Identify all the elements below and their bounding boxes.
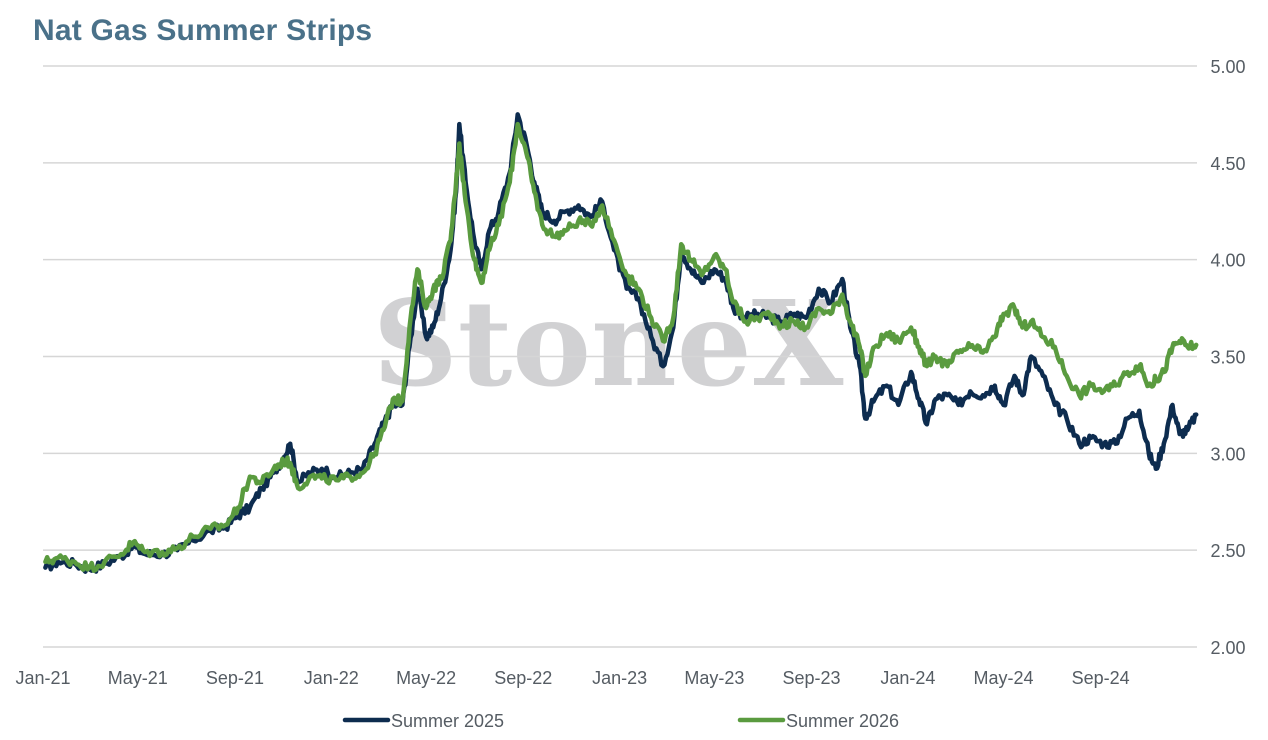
series-line-1 (43, 112, 1199, 574)
x-tick-label: Jan-23 (592, 668, 647, 688)
series-layer (43, 112, 1199, 574)
x-tick-label: May-23 (684, 668, 744, 688)
y-axis-ticks: 5.00 4.50 4.00 3.50 3.00 2.50 2.00 (1210, 57, 1245, 658)
y-tick-label: 3.50 (1210, 348, 1245, 368)
x-tick-label: Sep-23 (783, 668, 841, 688)
y-tick-label: 4.00 (1210, 251, 1245, 271)
x-tick-label: Jan-22 (304, 668, 359, 688)
legend-label: Summer 2026 (786, 711, 899, 731)
gridlines (43, 65, 1197, 648)
y-tick-label: 4.50 (1210, 154, 1245, 174)
chart-title: Nat Gas Summer Strips (33, 14, 373, 47)
x-axis-ticks: Jan-21 May-21 Sep-21 Jan-22 May-22 Sep-22 Jan-… (15, 668, 1129, 688)
x-tick-label: Sep-21 (206, 668, 264, 688)
series-line-2 (43, 121, 1199, 573)
x-tick-label: Sep-22 (494, 668, 552, 688)
legend-label: Summer 2025 (391, 711, 504, 731)
x-tick-label: May-24 (973, 668, 1033, 688)
legend: Summer 2025 Summer 2026 (342, 711, 899, 731)
y-tick-label: 3.00 (1210, 444, 1245, 464)
x-tick-label: May-22 (396, 668, 456, 688)
watermark: StoneX (373, 274, 844, 413)
x-tick-label: Jan-21 (15, 668, 70, 688)
x-tick-label: Sep-24 (1072, 668, 1130, 688)
y-tick-label: 5.00 (1210, 57, 1245, 77)
y-tick-label: 2.00 (1210, 638, 1245, 658)
x-tick-label: May-21 (108, 668, 168, 688)
x-tick-label: Jan-24 (880, 668, 935, 688)
y-tick-label: 2.50 (1210, 541, 1245, 561)
